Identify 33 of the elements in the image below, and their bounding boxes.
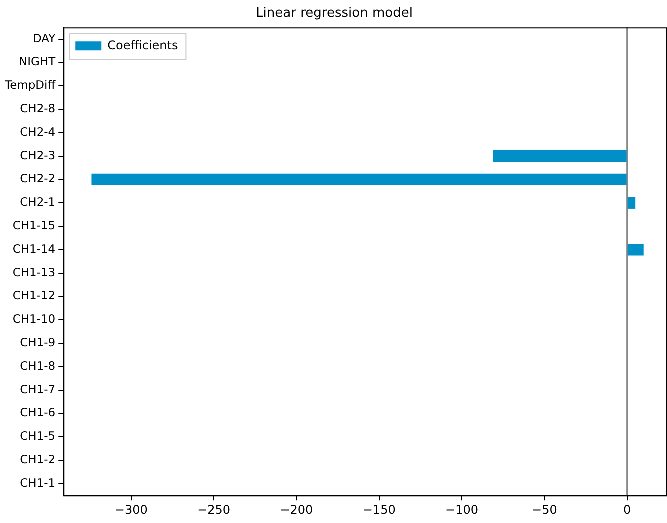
y-tick-label: CH1-15 — [12, 218, 56, 232]
bar — [628, 197, 636, 209]
y-tick-label: CH1-7 — [20, 382, 56, 396]
y-tick-label: DAY — [32, 31, 57, 46]
y-tick-label: CH1-13 — [12, 265, 56, 280]
y-tick-label: CH1-8 — [20, 358, 56, 373]
y-tick-label: CH1-2 — [20, 452, 56, 466]
legend-label: Coefficients — [108, 38, 178, 53]
y-tick-label: CH2-4 — [20, 124, 56, 139]
x-tick-label: −100 — [446, 502, 478, 517]
y-tick-label: CH1-9 — [20, 335, 56, 350]
x-tick-label: −300 — [114, 502, 148, 517]
x-tick-label: −250 — [198, 502, 231, 517]
y-tick-label: CH1-5 — [20, 429, 56, 444]
y-tick-label: CH1-12 — [12, 288, 56, 303]
x-tick-label: −50 — [532, 502, 558, 517]
bar — [628, 244, 644, 256]
y-tick-label: CH1-14 — [12, 242, 56, 256]
x-tick-label: −150 — [362, 502, 396, 517]
x-tick-label: −200 — [280, 502, 314, 517]
chart-title: Linear regression model — [256, 6, 413, 22]
y-tick-label: TempDiff — [4, 78, 57, 92]
y-tick-label: NIGHT — [19, 54, 57, 69]
bar — [493, 150, 627, 162]
x-tick-label: 0 — [624, 502, 632, 517]
y-tick-label: CH2-1 — [20, 195, 56, 210]
y-tick-label: CH1-6 — [20, 406, 56, 420]
y-tick-label: CH1-10 — [12, 312, 56, 326]
y-tick-label: CH2-8 — [20, 101, 56, 116]
y-tick-label: CH2-2 — [20, 172, 56, 186]
y-tick-label: CH2-3 — [20, 148, 56, 162]
y-tick-label: CH1-1 — [20, 476, 56, 490]
bar — [92, 174, 627, 186]
